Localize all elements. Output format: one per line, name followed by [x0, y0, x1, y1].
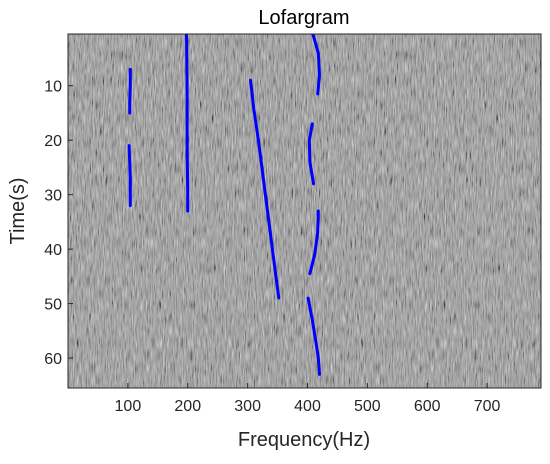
- frequency-track-4: [249, 78, 281, 300]
- plot-frame: [67, 33, 542, 389]
- y-tick-label: 40: [44, 242, 62, 259]
- x-axis: 100 200 300 400 500 600 700: [115, 383, 501, 415]
- x-tick-label: 500: [354, 398, 381, 415]
- frequency-track-2: [127, 144, 132, 208]
- plot-area: [68, 34, 541, 388]
- y-tick-label: 60: [44, 351, 62, 368]
- x-tick-label: 600: [414, 398, 441, 415]
- frequency-track-5: [311, 34, 321, 96]
- y-axis: 10 20 30 40 50 60: [44, 79, 73, 368]
- frequency-track-7: [308, 209, 320, 276]
- frequency-track-6: [307, 122, 315, 186]
- frequency-track-1: [128, 67, 132, 115]
- y-tick-label: 50: [44, 297, 62, 314]
- x-tick-label: 300: [234, 398, 261, 415]
- series-layer: [127, 34, 321, 376]
- frequency-track-8: [306, 296, 321, 376]
- y-tick-label: 20: [44, 133, 62, 150]
- y-tick-label: 30: [44, 188, 62, 205]
- y-tick-label: 10: [44, 79, 62, 96]
- x-tick-label: 400: [294, 398, 321, 415]
- x-tick-label: 200: [174, 398, 201, 415]
- y-axis-label: Time(s): [7, 177, 29, 244]
- x-tick-label: 100: [115, 398, 142, 415]
- x-axis-label: Frequency(Hz): [238, 429, 370, 451]
- spectrogram-noise: [68, 34, 541, 388]
- chart-title: Lofargram: [258, 7, 349, 29]
- frequency-track-3: [185, 34, 190, 213]
- x-tick-label: 700: [474, 398, 501, 415]
